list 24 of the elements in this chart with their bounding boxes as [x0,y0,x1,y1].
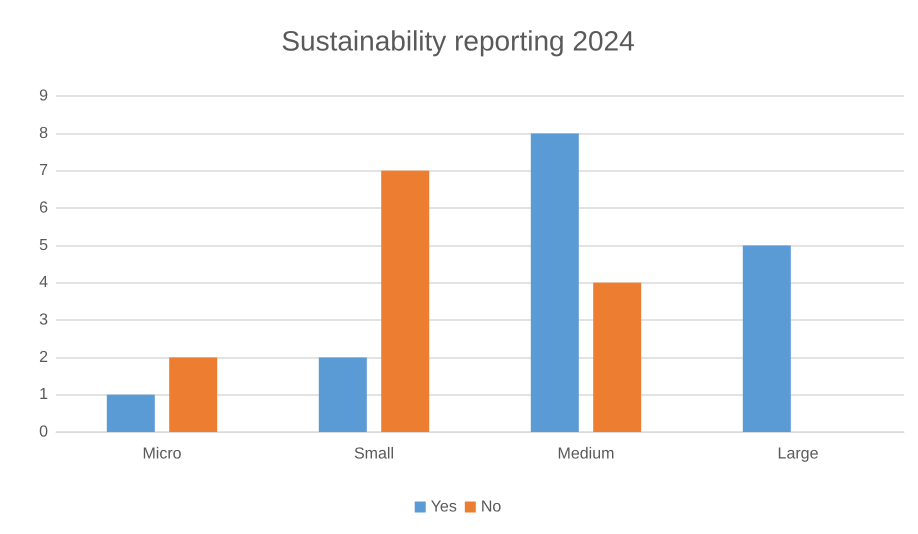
y-tick-label: 1 [39,386,48,404]
y-tick-label: 5 [39,236,48,254]
chart-title: Sustainability reporting 2024 [281,26,635,56]
bar [318,357,367,432]
x-tick-label: Medium [558,446,614,462]
y-tick-label: 6 [39,200,48,216]
x-tick-label: Micro [142,446,182,462]
bar [530,133,579,432]
x-tick-label: Small [354,446,394,462]
bar [106,394,155,432]
y-tick-label: 8 [39,124,48,142]
bar [381,170,430,432]
y-tick-label: 2 [39,348,48,366]
legend-label: Yes [430,498,457,516]
legend-label: No [480,498,502,516]
bar [593,282,642,432]
bar [742,245,791,432]
y-tick-label: 9 [39,88,48,104]
y-tick-label: 4 [39,274,48,292]
y-tick-label: 3 [39,312,48,328]
y-tick-label: 7 [39,162,48,180]
x-tick-label: Large [778,446,819,462]
y-tick-label: 0 [39,424,48,440]
bar [169,357,218,432]
